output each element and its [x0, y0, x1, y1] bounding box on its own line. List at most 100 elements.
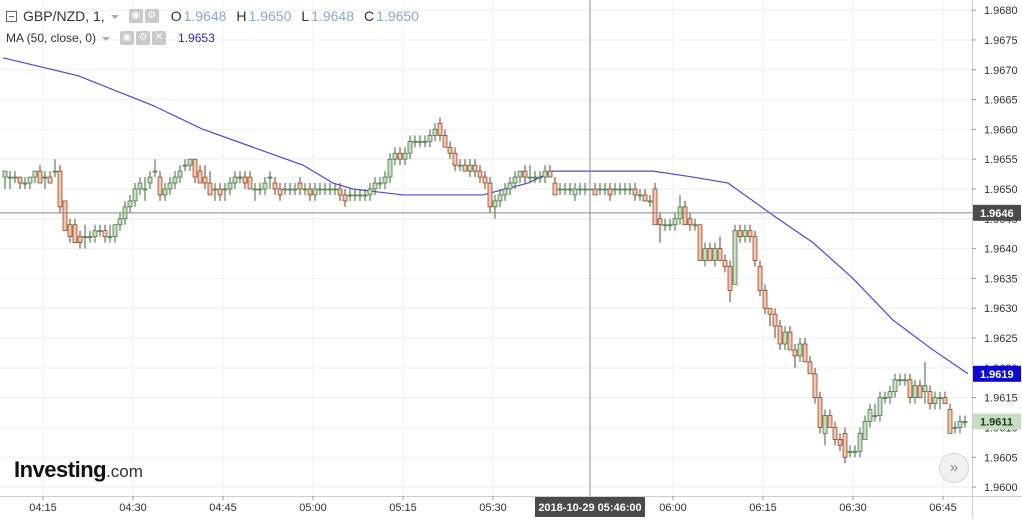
candle-up	[417, 135, 423, 148]
candle-down	[727, 260, 733, 303]
candle-body	[252, 188, 258, 191]
candle-up	[352, 188, 358, 201]
candle-down	[102, 224, 108, 243]
candle-down	[642, 188, 648, 202]
candle-down	[72, 218, 78, 243]
candle-up	[617, 183, 623, 195]
candle-down	[442, 129, 448, 148]
candle-body	[277, 188, 283, 196]
candle-body	[512, 176, 518, 184]
candle-body	[332, 188, 338, 191]
indicator-value: 1.9653	[178, 31, 215, 45]
eye-icon[interactable]: ◉	[128, 9, 143, 23]
candle-up	[382, 171, 388, 189]
candle-down	[452, 147, 458, 172]
candle-up	[137, 177, 143, 195]
candle-body	[17, 176, 23, 184]
candle-body	[42, 176, 48, 179]
candle-down	[607, 183, 613, 201]
candle-up	[962, 415, 968, 428]
candle-body	[792, 349, 798, 357]
candle-body	[92, 230, 98, 238]
candle-body	[192, 158, 198, 178]
scroll-to-latest-button[interactable]: »	[939, 453, 969, 483]
candle-body	[852, 450, 858, 453]
candle-down	[817, 391, 823, 434]
candle-up	[377, 177, 383, 189]
candle-up	[637, 188, 643, 201]
collapse-legend-icon[interactable]	[6, 10, 17, 22]
candle-up	[502, 183, 508, 201]
y-tick-label: 1.9680	[984, 5, 1018, 17]
candle-body	[527, 176, 533, 179]
candle-body	[32, 170, 38, 178]
symbol-menu-caret-icon[interactable]	[110, 15, 119, 19]
y-tick-label: 1.9675	[984, 35, 1018, 47]
candle-body	[562, 188, 568, 191]
crosshair-time-label: 2018-10-29 05:46:00	[538, 502, 641, 514]
candle-body	[757, 266, 763, 291]
candle-body	[397, 152, 403, 160]
candle-body	[67, 224, 73, 238]
moving-average	[2, 57, 969, 375]
candle-down	[792, 343, 798, 368]
candle-down	[297, 177, 303, 195]
candle-up	[537, 171, 543, 184]
candle-body	[537, 176, 543, 179]
symbol-label: GBP/NZD, 1,	[23, 8, 105, 24]
candle-down	[752, 230, 758, 267]
candle-body	[772, 313, 778, 327]
candle-body	[387, 158, 393, 178]
candle-up	[712, 242, 718, 267]
candle-up	[467, 159, 473, 178]
candle-up	[97, 224, 103, 237]
candle-body	[462, 164, 468, 172]
candle-up	[87, 230, 93, 243]
candle-up	[52, 159, 58, 178]
indicator-remove-icon[interactable]: ✕	[152, 31, 167, 45]
candle-down	[772, 308, 778, 339]
candle-body	[422, 140, 428, 143]
candle-down	[437, 117, 443, 142]
candle-down	[342, 188, 348, 207]
candle-down	[547, 165, 553, 178]
candle-down	[272, 177, 278, 195]
candle-down	[687, 212, 693, 231]
candle-body	[382, 176, 388, 184]
candle-body	[272, 182, 278, 190]
crosshair-time-tag	[535, 497, 645, 517]
candle-up	[557, 183, 563, 195]
candle-body	[247, 176, 253, 190]
x-tick-label: 06:15	[749, 502, 777, 514]
candle-up	[302, 183, 308, 195]
grid	[0, 0, 972, 496]
candle-body	[897, 379, 903, 382]
indicator-settings-icon[interactable]: ⚙	[136, 31, 151, 45]
candle-down	[827, 409, 833, 428]
indicator-eye-icon[interactable]: ◉	[120, 31, 135, 45]
candle-body	[147, 176, 153, 184]
candle-down	[397, 147, 403, 166]
candle-up	[317, 183, 323, 195]
candle-up	[142, 177, 148, 201]
candle-body	[222, 188, 228, 191]
brand-suffix: .com	[106, 462, 143, 481]
candle-up	[457, 159, 463, 172]
candle-body	[817, 397, 823, 428]
ma-price-tag-bg	[973, 365, 1021, 382]
candle-body	[412, 140, 418, 143]
indicator-menu-caret-icon[interactable]	[102, 37, 111, 41]
candle-up	[112, 224, 118, 243]
candle-body	[942, 397, 948, 404]
y-tick-label: 1.9660	[984, 124, 1018, 136]
candle-up	[702, 242, 708, 267]
candle-body	[97, 230, 103, 233]
candle-up	[392, 147, 398, 166]
candle-body	[77, 236, 83, 243]
last-price-tag-label: 1.9611	[980, 416, 1013, 428]
settings-icon[interactable]: ⚙	[144, 9, 159, 23]
candle-body	[692, 224, 698, 227]
candle-up	[402, 147, 408, 166]
